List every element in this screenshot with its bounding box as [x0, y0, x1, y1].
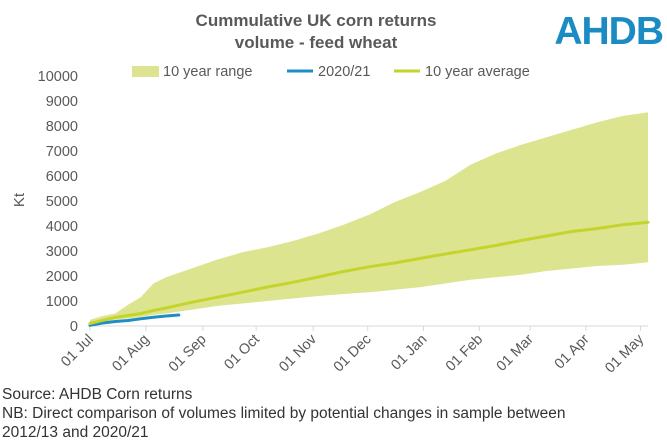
- logo-text: AHDB: [555, 10, 663, 52]
- legend: 10 year range 2020/21 10 year average: [132, 64, 530, 80]
- legend-current-label: 2020/21: [318, 64, 370, 80]
- y-tick-label: 9000: [46, 94, 78, 110]
- y-tick-label: 2000: [46, 269, 78, 285]
- average-line: [88, 220, 650, 325]
- x-tick-label: 01 Jul: [58, 332, 97, 371]
- y-tick-label: 4000: [46, 219, 78, 235]
- x-tick-label: 01 Mar: [494, 331, 537, 374]
- x-tick-label: 01 Apr: [552, 331, 593, 372]
- y-tick-label: 7000: [46, 144, 78, 160]
- y-tick-label: 10000: [38, 69, 78, 85]
- y-tick-label: 1000: [46, 294, 78, 310]
- legend-range-label: 10 year range: [163, 64, 252, 80]
- legend-range-swatch: [132, 66, 159, 77]
- x-tick-label: 01 Sep: [166, 332, 210, 376]
- legend-average-label: 10 year average: [425, 64, 530, 80]
- range-area: [90, 112, 648, 325]
- x-tick-label: 01 Dec: [331, 332, 375, 376]
- x-tick-label: 01 Jan: [388, 332, 430, 374]
- ahdb-logo: AHDB: [554, 4, 665, 53]
- y-axis-label: Kt: [11, 192, 28, 207]
- x-tick-label: 01 May: [602, 331, 647, 376]
- x-tick-label: 01 Nov: [276, 331, 320, 375]
- x-tick-label: 01 Feb: [443, 332, 486, 375]
- chart-subtitle: volume - feed wheat: [235, 33, 398, 52]
- sample-note-line2: 2012/13 and 2020/21: [2, 424, 149, 441]
- y-tick-label: 6000: [46, 169, 78, 185]
- y-tick-label: 5000: [46, 194, 78, 210]
- current-season-line: [88, 313, 181, 327]
- data-layer: [88, 112, 650, 327]
- y-tick-label: 3000: [46, 244, 78, 260]
- y-tick-label: 0: [70, 319, 78, 335]
- y-tick-label: 8000: [46, 119, 78, 135]
- chart-title: Cummulative UK corn returns: [196, 11, 437, 30]
- sample-note-line1: NB: Direct comparison of volumes limited…: [2, 405, 566, 422]
- x-tick-label: 01 Aug: [109, 332, 152, 375]
- source-note: Source: AHDB Corn returns: [2, 386, 193, 403]
- x-tick-label: 01 Oct: [221, 332, 263, 374]
